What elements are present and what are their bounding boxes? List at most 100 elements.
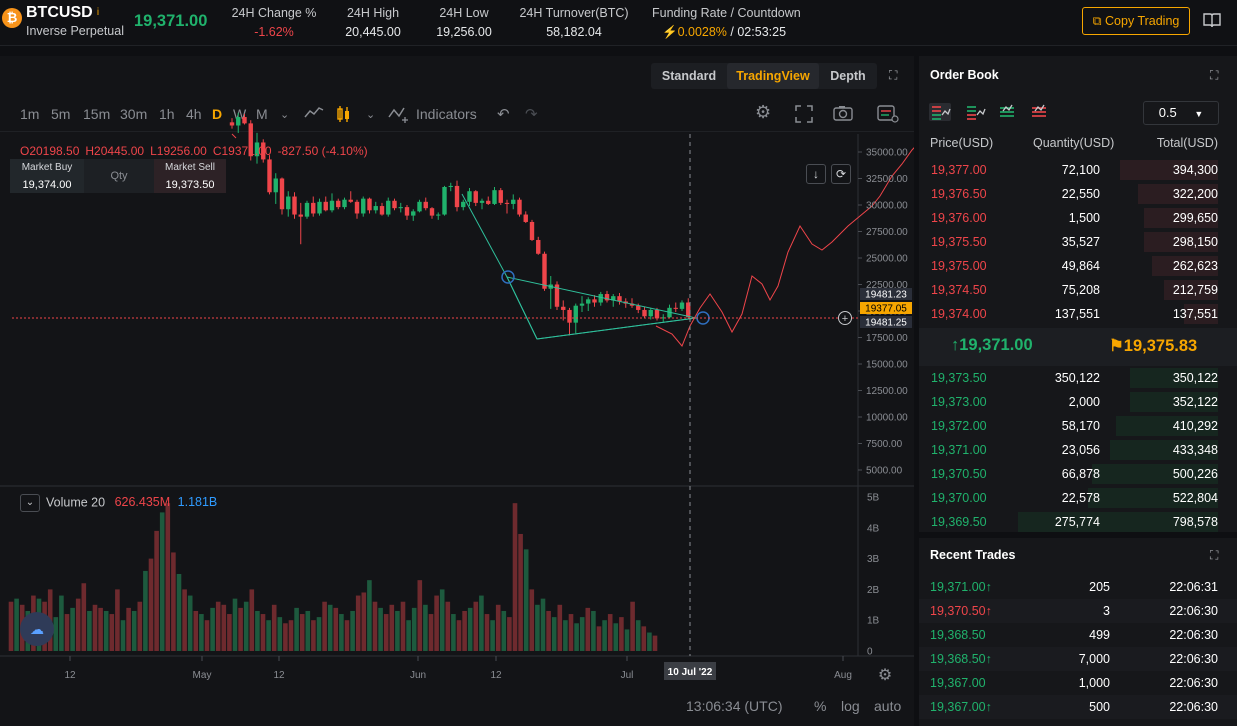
fullscreen-icon[interactable]: ⛶ (889, 68, 898, 82)
stat-label: 24H High (346, 6, 400, 20)
show-bids-only-icon[interactable] (997, 103, 1019, 121)
fullscreen-chart-icon[interactable] (795, 105, 813, 127)
candle-up (436, 214, 441, 216)
bid-row[interactable]: 19,373.00 2,000 352,122 (919, 390, 1237, 414)
expand-trades-icon[interactable]: ⛶ (1210, 548, 1219, 562)
show-both-sides-icon[interactable] (929, 103, 951, 121)
bid-row[interactable]: 19,369.50 275,774 798,578 (919, 510, 1237, 534)
volume-bar-down (400, 601, 406, 651)
symbol-name[interactable]: BTCUSD (26, 4, 93, 21)
volume-bar-up (232, 598, 238, 651)
info-icon[interactable]: i (96, 7, 100, 18)
trading-panel-icon[interactable] (877, 105, 899, 127)
timeframe-1m[interactable]: 1m (20, 106, 40, 122)
timeframe-15m[interactable]: 15m (83, 106, 111, 122)
copy-trading-button[interactable]: ⧉ Copy Trading (1082, 7, 1190, 35)
candle-type-icon[interactable] (337, 105, 351, 127)
show-asks-only-icon[interactable] (1029, 103, 1051, 121)
bid-row[interactable]: 19,371.00 23,056 433,348 (919, 438, 1237, 462)
timeframe-30m[interactable]: 30m (120, 106, 148, 122)
volume-bar-up (70, 607, 75, 651)
depth-bar (1120, 160, 1218, 180)
order-total: 394,300 (1172, 163, 1218, 177)
redo-icon[interactable]: ↷ (525, 106, 538, 123)
volume-bar-up (367, 580, 372, 651)
bid-row[interactable]: 19,370.50 66,878 500,226 (919, 462, 1237, 486)
order-qty: 275,774 (1054, 515, 1100, 529)
trade-time: 22:06:30 (1169, 676, 1218, 690)
candle-down (561, 306, 566, 310)
chart-type-dropdown-icon[interactable]: ⌄ (366, 109, 376, 121)
timeframe-dropdown-icon[interactable]: ⌄ (280, 109, 290, 121)
auto-scale-toggle[interactable]: auto (874, 698, 902, 714)
trade-row: 19,367.00 1,000 22:06:30 (919, 671, 1237, 695)
candle-down (636, 305, 641, 310)
volume-bar-down (434, 595, 439, 651)
show-bids-asks-icon[interactable] (964, 103, 986, 121)
ask-row[interactable]: 19,374.00 137,551 137,551 (919, 302, 1237, 326)
quick-qty-input[interactable]: Qty (84, 159, 154, 193)
reset-chart-icon[interactable]: ⟳ (831, 164, 851, 184)
ask-row[interactable]: 19,377.00 72,100 394,300 (919, 158, 1237, 182)
undo-icon[interactable]: ↶ (497, 106, 510, 123)
col-quantity: Quantity(USD) (1033, 136, 1115, 150)
tradingview-logo-icon[interactable]: ☁ (20, 612, 54, 646)
price-tag-box (860, 316, 912, 328)
volume-bar-up (176, 574, 182, 651)
tab-depth[interactable]: Depth (830, 69, 866, 83)
candle-down (279, 178, 285, 210)
bid-row[interactable]: 19,373.50 350,122 350,122 (919, 366, 1237, 390)
market-buy-button[interactable]: Market Buy 19,374.00 (10, 159, 84, 193)
line-chart-icon[interactable] (304, 105, 324, 123)
ask-row[interactable]: 19,376.00 1,500 299,650 (919, 206, 1237, 230)
ohlc-close: C19371.00 (212, 144, 272, 158)
axis-settings-icon[interactable]: ⚙ (878, 667, 892, 684)
volume-bar-up (574, 623, 579, 651)
timeframe-5m[interactable]: 5m (51, 106, 71, 122)
price-chart[interactable]: + 35000.00 32500.00 30000.00 27500.00 25000.… (0, 56, 914, 726)
bid-row[interactable]: 19,370.00 22,578 522,804 (919, 486, 1237, 510)
trade-price: 19,368.50 (930, 628, 986, 642)
tab-tradingview[interactable]: TradingView (727, 63, 819, 89)
funding-rate: Funding Rate / Countdown ⚡0.0028% / 02:5… (652, 6, 801, 39)
depth-bar (1088, 488, 1218, 508)
candle-down (498, 190, 503, 203)
trade-row: 19,371.00↑ 205 22:06:31 (919, 575, 1237, 599)
timeframe-m[interactable]: M (256, 106, 268, 122)
camera-snapshot-icon[interactable] (833, 105, 853, 125)
trade-time: 22:06:30 (1169, 652, 1218, 666)
stat-value: -1.62% (254, 25, 294, 39)
price-tick-label: 17500.00 (866, 333, 908, 344)
add-order-plus-icon[interactable] (838, 311, 852, 325)
ask-row[interactable]: 19,376.50 22,550 322,200 (919, 182, 1237, 206)
scroll-down-icon[interactable]: ↓ (806, 164, 826, 184)
price-step-select[interactable]: 0.5 ▼ (1143, 101, 1219, 125)
volume-bar-up (501, 610, 507, 651)
settings-gear-icon[interactable]: ⚙ (755, 102, 772, 122)
candle-down (536, 239, 541, 254)
collapse-volume-icon[interactable]: ⌄ (20, 494, 40, 512)
expand-order-book-icon[interactable]: ⛶ (1210, 68, 1219, 82)
timeframe-1h[interactable]: 1h (159, 106, 175, 122)
order-price: 19,376.00 (931, 211, 987, 225)
ask-row[interactable]: 19,375.00 49,864 262,623 (919, 254, 1237, 278)
stat-value: 19,256.00 (436, 25, 492, 39)
market-sell-button[interactable]: Market Sell 19,373.50 (154, 159, 226, 193)
volume-bar-up (294, 607, 299, 651)
indicators-icon[interactable] (388, 105, 412, 127)
ask-row[interactable]: 19,374.50 75,208 212,759 (919, 278, 1237, 302)
order-price: 19,374.00 (931, 307, 987, 321)
guide-book-icon[interactable] (1203, 12, 1221, 28)
volume-bar-up (451, 614, 456, 651)
tab-standard[interactable]: Standard (661, 69, 717, 83)
price-tag-label: 19481.25 (865, 318, 907, 329)
volume-bar-down (333, 607, 339, 651)
percent-scale-toggle[interactable]: % (814, 698, 827, 714)
bid-row[interactable]: 19,372.00 58,170 410,292 (919, 414, 1237, 438)
indicators-button[interactable]: Indicators (416, 106, 477, 122)
timeframe-d[interactable]: D (212, 106, 223, 122)
log-scale-toggle[interactable]: log (841, 698, 860, 714)
candle-up (461, 201, 466, 208)
timeframe-4h[interactable]: 4h (186, 106, 202, 122)
ask-row[interactable]: 19,375.50 35,527 298,150 (919, 230, 1237, 254)
